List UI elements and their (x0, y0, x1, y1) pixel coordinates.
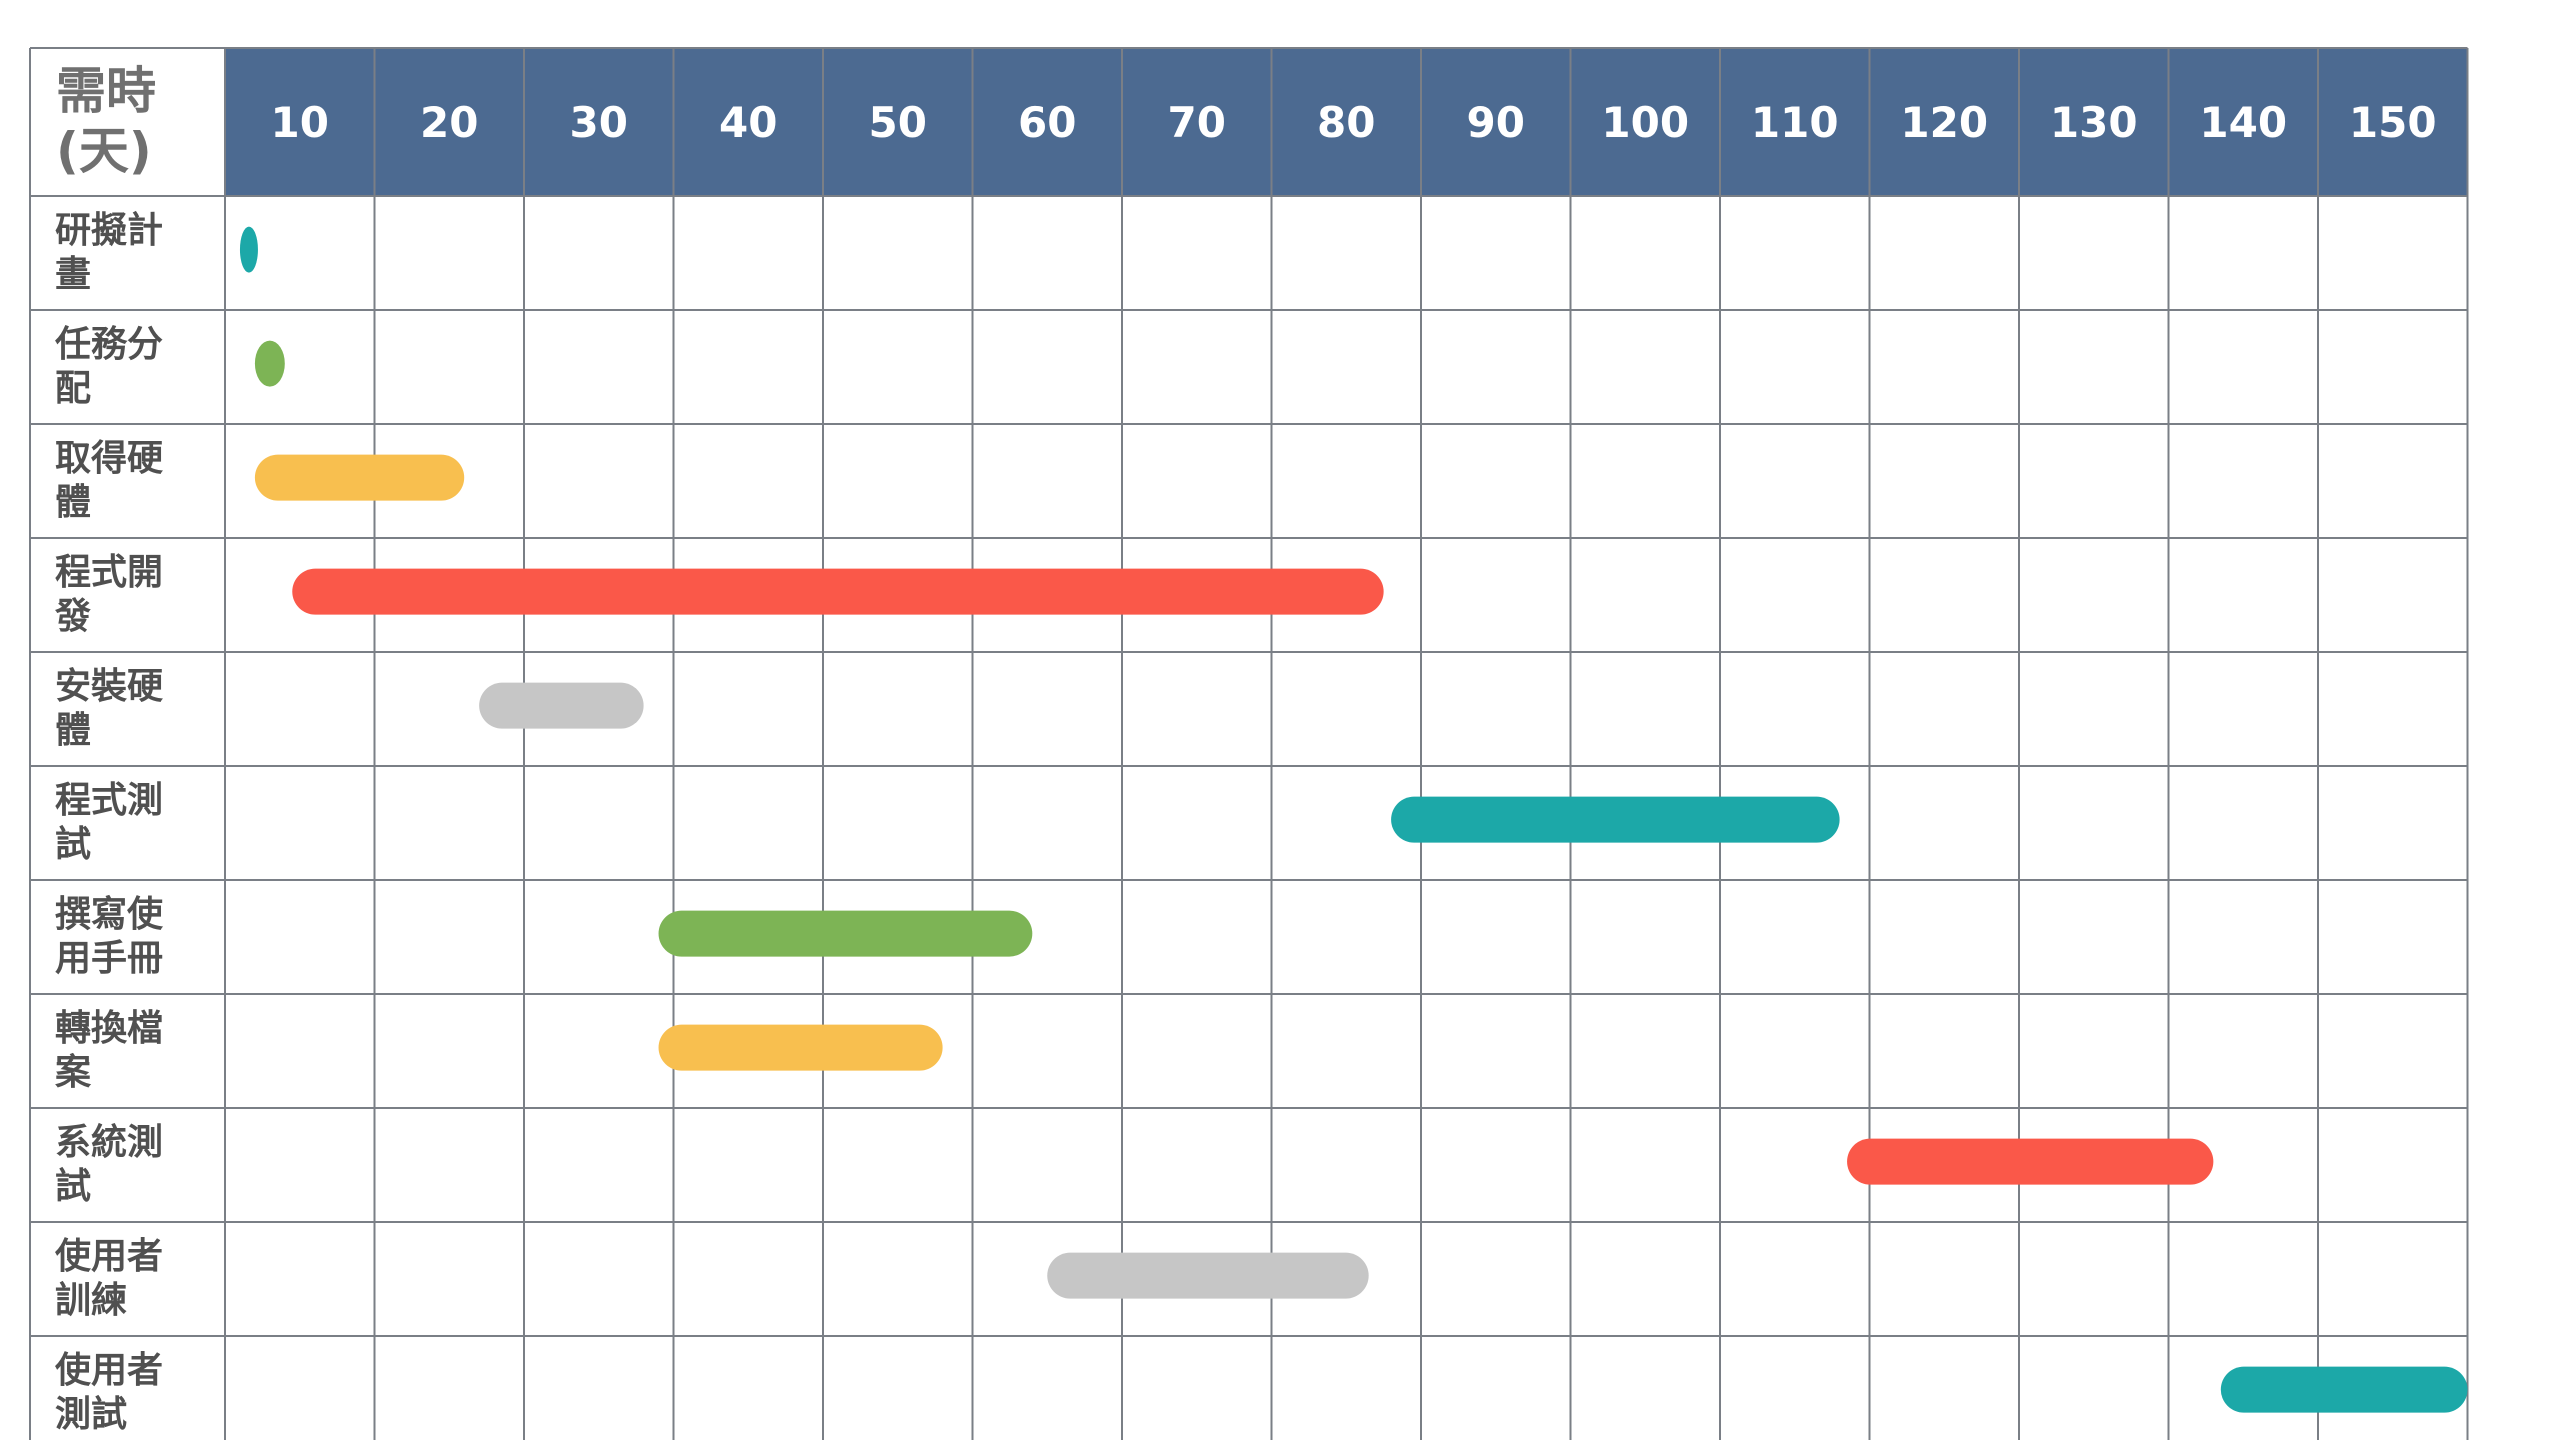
task-label: 撰寫使 (55, 894, 164, 935)
x-tick-label: 30 (570, 98, 628, 147)
task-label: 程式測 (55, 780, 163, 821)
x-tick-label: 90 (1467, 98, 1525, 147)
x-tick-label: 110 (1751, 98, 1839, 147)
task-label: 轉換檔 (55, 1008, 163, 1049)
task-label: 研擬計 (55, 210, 163, 251)
x-tick-label: 80 (1317, 98, 1375, 147)
task-label: 使用者 (55, 1350, 163, 1391)
x-tick-label: 10 (271, 98, 329, 147)
task-bar (254, 454, 465, 501)
task-label: 測試 (55, 1394, 127, 1435)
task-label: 發 (54, 596, 91, 637)
task-label: 試 (55, 824, 91, 865)
task-bar (658, 1024, 943, 1071)
task-label: 程式開 (55, 552, 163, 593)
corner-label: 需時 (56, 62, 156, 120)
task-label: 任務分 (55, 324, 163, 365)
corner-label: (天) (56, 122, 152, 180)
task-label: 案 (55, 1052, 92, 1093)
task-bar (479, 682, 644, 729)
task-bar (658, 910, 1033, 957)
task-label: 配 (55, 368, 91, 409)
task-label: 體 (55, 710, 91, 751)
task-label: 用手冊 (55, 938, 163, 979)
x-tick-label: 50 (869, 98, 927, 147)
x-tick-label: 100 (1601, 98, 1689, 147)
task-bar (239, 226, 258, 273)
x-tick-label: 120 (1900, 98, 1988, 147)
task-label: 訓練 (55, 1280, 127, 1321)
x-tick-label: 60 (1018, 98, 1076, 147)
task-bar (292, 568, 1384, 615)
task-label: 取得硬 (55, 438, 163, 479)
x-tick-label: 70 (1168, 98, 1226, 147)
task-label: 系統測 (55, 1122, 163, 1163)
x-tick-label: 130 (2050, 98, 2138, 147)
x-tick-label: 140 (2199, 98, 2287, 147)
header-band (225, 48, 2468, 196)
task-bar (1047, 1252, 1369, 1299)
task-label: 安裝硬 (55, 666, 163, 707)
x-tick-label: 40 (719, 98, 777, 147)
task-label: 畫 (55, 254, 91, 295)
task-label: 試 (55, 1166, 91, 1207)
task-label: 使用者 (55, 1236, 163, 1277)
task-bar (1847, 1138, 2214, 1185)
task-label: 體 (55, 482, 91, 523)
task-bar (2220, 1366, 2468, 1413)
task-bar (1391, 796, 1840, 843)
x-tick-label: 150 (2349, 98, 2437, 147)
task-bar (254, 340, 285, 387)
x-tick-label: 20 (420, 98, 478, 147)
